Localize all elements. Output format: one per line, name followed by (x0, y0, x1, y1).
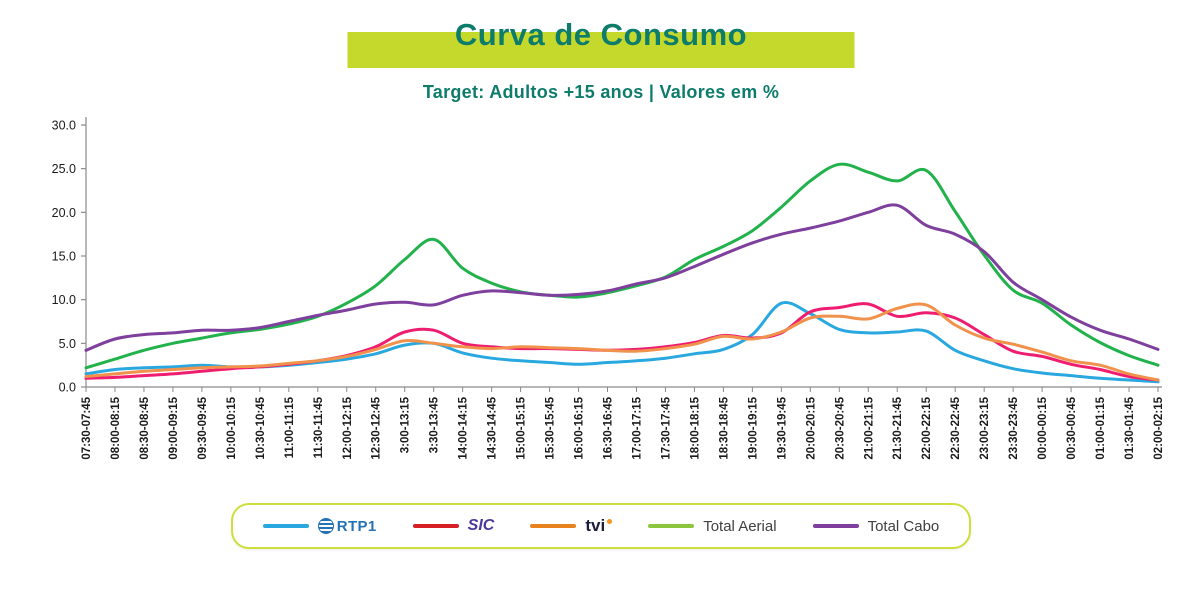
x-tick-label: 3:00-13:15 (400, 396, 412, 453)
x-tick-label: 15:00-15:15 (516, 396, 528, 459)
chart-area: 0.0 5.0 10.0 15.0 20.0 25.0 30.0 07:30-07:45 08:… (0, 109, 1202, 501)
y-tick-label: 25.0 (52, 162, 76, 176)
legend-label-total-cabo: Total Cabo (867, 517, 940, 535)
x-tick-label: 20:00-20:15 (805, 396, 817, 459)
x-tick-label: 21:30-21:45 (892, 396, 904, 459)
x-tick-label: 01:30-01:45 (1124, 396, 1136, 459)
x-tick-label: 22:00-22:15 (921, 396, 933, 459)
series-line-tvi (84, 302, 1160, 382)
x-tick-label: 17:30-17:45 (660, 396, 672, 459)
x-tick-label: 16:30-16:45 (603, 396, 615, 459)
x-tick-label: 00:00-00:15 (1037, 396, 1049, 459)
chart-title: Curva de Consumo (454, 17, 748, 52)
y-tick-label: 20.0 (52, 206, 76, 220)
x-tick-label: 10:00-10:15 (226, 396, 238, 459)
legend-swatch-rtp1 (262, 524, 309, 528)
x-tick-label: 09:00-09:15 (168, 396, 180, 459)
y-tick-label: 0.0 (59, 381, 76, 395)
y-tick-label: 15.0 (52, 250, 76, 264)
x-tick-label: 01:00-01:15 (1095, 396, 1107, 459)
x-tick-label: 23:30-23:45 (1008, 396, 1020, 459)
x-tick-label: 09:30-09:45 (197, 396, 209, 459)
x-tick-label: 3:30-13:45 (429, 396, 441, 453)
x-tick-label: 18:00-18:15 (689, 396, 701, 459)
title-highlight-bar (347, 32, 855, 68)
x-tick-label: 16:00-16:15 (574, 396, 586, 459)
rtp1-logo: RTP1 (318, 518, 377, 535)
x-tick-label: 20:30-20:45 (834, 396, 846, 459)
x-tick-label: 22:30-22:45 (950, 396, 962, 459)
legend-swatch-total-cabo (812, 524, 859, 528)
legend-swatch-total-aerial (648, 524, 695, 528)
y-tick-label: 5.0 (59, 337, 76, 351)
x-tick-label: 19:00-19:15 (747, 396, 759, 459)
chart-header: Curva de Consumo Target: Adultos +15 ano… (0, 0, 1202, 103)
x-tick-label: 18:30-18:45 (718, 396, 730, 459)
legend-item-sic: SIC (412, 517, 495, 535)
x-tick-label: 15:30-15:45 (545, 396, 557, 459)
x-tick-label: 07:30-07:45 (81, 396, 93, 459)
y-tick-label: 30.0 (52, 119, 76, 133)
title-wrap: Curva de Consumo (0, 10, 1202, 68)
y-tick-label: 10.0 (52, 293, 76, 307)
x-tick-label: 02:00-02:15 (1153, 396, 1165, 459)
x-tick-label: 12:30-12:45 (371, 396, 383, 459)
legend-item-total-cabo: Total Cabo (812, 517, 940, 535)
x-tick-label: 14:30-14:45 (487, 396, 499, 459)
series-line-total-cabo (84, 203, 1160, 352)
x-tick-label: 00:30-00:45 (1066, 396, 1078, 459)
legend: RTP1 SIC tvi Total Aerial Total Cabo (230, 503, 972, 549)
chart-subtitle: Target: Adultos +15 anos | Valores em % (422, 82, 780, 102)
x-tick-label: 08:00-08:15 (110, 396, 122, 459)
legend-swatch-tvi (530, 524, 577, 528)
x-tick-label: 11:00-11:15 (284, 396, 296, 458)
x-tick-label: 21:00-21:15 (863, 396, 875, 459)
consumption-line-chart: 0.0 5.0 10.0 15.0 20.0 25.0 30.0 07:30-07:45 08:… (52, 117, 1165, 460)
x-tick-label: 08:30-08:45 (139, 396, 151, 459)
x-tick-label: 10:30-10:45 (255, 396, 267, 459)
tvi-logo: tvi (585, 516, 612, 536)
legend-wrap: RTP1 SIC tvi Total Aerial Total Cabo (0, 503, 1202, 549)
x-tick-label: 12:00-12:15 (342, 396, 354, 459)
x-tick-label: 19:30-19:45 (776, 396, 788, 459)
legend-label-total-aerial: Total Aerial (703, 517, 777, 535)
legend-item-total-aerial: Total Aerial (648, 517, 777, 535)
legend-item-rtp1: RTP1 (262, 518, 377, 535)
legend-item-tvi: tvi (530, 516, 612, 536)
sic-logo: SIC (467, 517, 495, 534)
series-line-total-aerial (84, 162, 1160, 370)
x-tick-label: 11:30-11:45 (313, 396, 325, 458)
legend-swatch-sic (412, 524, 459, 528)
x-tick-label: 23:00-23:15 (979, 396, 991, 459)
x-tick-label: 17:00-17:15 (631, 396, 643, 459)
x-tick-label: 14:00-14:15 (458, 396, 470, 459)
